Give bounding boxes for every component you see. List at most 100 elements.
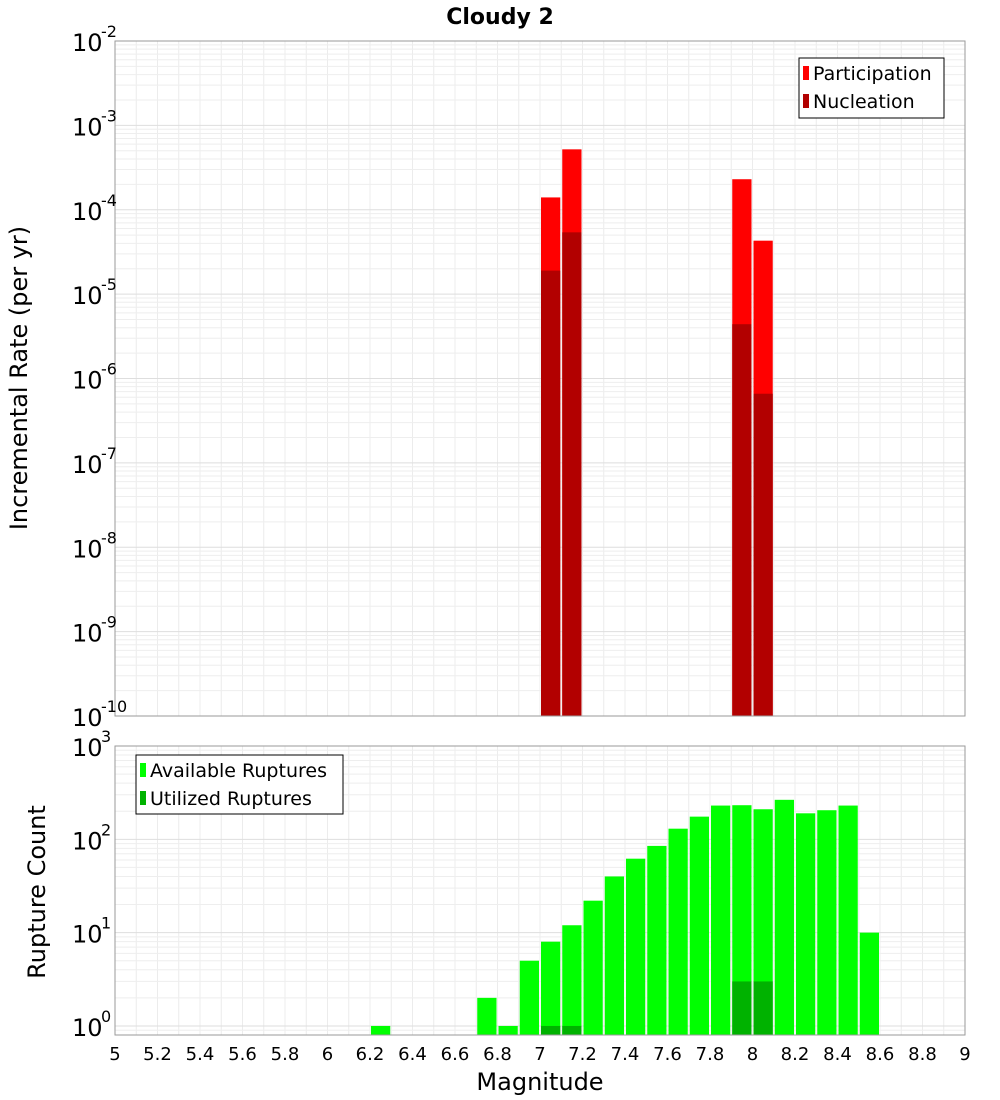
y-tick-exponent: -9: [101, 613, 117, 632]
x-tick-label: 5.8: [271, 1044, 300, 1065]
x-tick-label: 8: [747, 1044, 758, 1065]
legend-swatch-utilized: [140, 791, 146, 805]
top-legend-box: [798, 57, 945, 119]
bottom-legend: Available Ruptures Utilized Ruptures: [135, 754, 344, 815]
top-plot-frame: [114, 40, 966, 717]
top-bar-nucleation: [562, 232, 582, 716]
x-tick-label: 8.2: [781, 1044, 810, 1065]
y-tick-exponent: -7: [101, 444, 117, 463]
x-tick-label: 6.4: [398, 1044, 427, 1065]
bottom-bar-available-ruptures: [732, 805, 752, 1035]
bottom-bar-available-ruptures: [668, 828, 688, 1035]
y-tick-label: 10: [72, 620, 103, 648]
bottom-bar-available-ruptures: [859, 932, 879, 1035]
top-gridlines: [115, 41, 965, 716]
x-tick-label: 8.8: [908, 1044, 937, 1065]
y-tick-label: 10: [72, 827, 103, 855]
x-tick-label: 5: [109, 1044, 120, 1065]
bottom-bar-available-ruptures: [647, 845, 667, 1035]
y-tick-exponent: 3: [101, 727, 111, 746]
top-bars: [541, 149, 773, 717]
x-tick-label: 8.6: [866, 1044, 895, 1065]
y-tick-label: 10: [72, 29, 103, 57]
bottom-bar-utilized-ruptures: [732, 981, 752, 1035]
x-tick-label: 7: [534, 1044, 545, 1065]
y-tick-label: 10: [72, 704, 103, 732]
y-tick-exponent: 1: [101, 914, 111, 933]
bottom-bar-available-ruptures: [626, 858, 646, 1035]
y-tick-exponent: -3: [101, 106, 117, 125]
top-legend: Participation Nucleation: [798, 57, 945, 119]
y-tick-label: 10: [72, 1014, 103, 1042]
top-bar-nucleation: [753, 393, 773, 716]
bottom-bar-available-ruptures: [817, 810, 837, 1035]
y-tick-label: 10: [72, 535, 103, 563]
bottom-bar-available-ruptures: [689, 816, 709, 1035]
bottom-bar-available-ruptures: [838, 805, 858, 1035]
x-axis-label: Magnitude: [476, 1068, 603, 1096]
x-tick-label: 7.4: [611, 1044, 640, 1065]
x-tick-label: 7.8: [696, 1044, 725, 1065]
bottom-bar-available-ruptures: [753, 809, 773, 1035]
y-tick-label: 10: [72, 113, 103, 141]
bottom-y-axis-label: Rupture Count: [23, 805, 51, 979]
x-tick-label: 6.6: [441, 1044, 470, 1065]
y-tick-exponent: 2: [101, 820, 111, 839]
y-tick-exponent: -8: [101, 528, 117, 547]
x-tick-label: 5.2: [143, 1044, 172, 1065]
y-tick-exponent: -2: [101, 22, 117, 41]
y-tick-label: 10: [72, 921, 103, 949]
y-tick-label: 10: [72, 198, 103, 226]
legend-swatch-available: [140, 763, 146, 777]
y-tick-label: 10: [72, 282, 103, 310]
bottom-plot-frame: [114, 745, 966, 1036]
y-tick-label: 10: [72, 367, 103, 395]
x-tick-label: 7.6: [653, 1044, 682, 1065]
bottom-bar-available-ruptures: [604, 876, 624, 1035]
y-tick-label: 10: [72, 451, 103, 479]
top-y-axis-label: Incremental Rate (per yr): [5, 226, 33, 530]
chart-title: Cloudy 2: [446, 5, 554, 30]
y-tick-exponent: 0: [101, 1007, 111, 1026]
top-bar-nucleation: [541, 270, 561, 716]
bottom-bar-utilized-ruptures: [753, 981, 773, 1035]
x-tick-label: 5.4: [186, 1044, 215, 1065]
x-tick-label: 5.6: [228, 1044, 257, 1065]
bottom-bar-available-ruptures: [498, 1025, 518, 1035]
bottom-bar-available-ruptures: [519, 960, 539, 1035]
bottom-bar-available-ruptures: [583, 900, 603, 1035]
y-tick-exponent: -5: [101, 275, 117, 294]
bottom-bar-available-ruptures: [541, 941, 561, 1035]
top-bar-nucleation: [732, 324, 752, 716]
x-tick-labels: 5 5.2 5.4 5.6 5.8 6 6.2 6.4 6.6 6.8 7 7.2 7.4 7.6 7.8 8…: [109, 1044, 970, 1065]
bottom-bar-available-ruptures: [774, 799, 794, 1035]
legend-label-nucleation: Nucleation: [813, 91, 915, 113]
x-tick-label: 6: [322, 1044, 333, 1065]
y-tick-exponent: -6: [101, 360, 117, 379]
x-tick-label: 6.8: [483, 1044, 512, 1065]
bottom-legend-box: [135, 754, 344, 815]
bottom-bar-available-ruptures: [371, 1025, 391, 1035]
bottom-bar-available-ruptures: [477, 997, 497, 1035]
bottom-bars: [371, 799, 879, 1035]
y-tick-exponent: -4: [101, 191, 117, 210]
legend-swatch-participation: [803, 66, 809, 80]
legend-label-utilized: Utilized Ruptures: [150, 788, 312, 810]
x-tick-label: 8.4: [823, 1044, 852, 1065]
bottom-bar-available-ruptures: [796, 813, 816, 1035]
bottom-bar-utilized-ruptures: [562, 1025, 582, 1035]
legend-label-available: Available Ruptures: [150, 760, 327, 782]
bottom-bar-available-ruptures: [562, 925, 582, 1035]
y-tick-label: 10: [72, 734, 103, 762]
bottom-bar-available-ruptures: [711, 805, 731, 1035]
x-tick-label: 9: [959, 1044, 970, 1065]
x-tick-label: 6.2: [356, 1044, 385, 1065]
x-tick-label: 7.2: [568, 1044, 597, 1065]
y-tick-exponent: -10: [101, 697, 127, 716]
bottom-bar-utilized-ruptures: [541, 1025, 561, 1035]
legend-swatch-nucleation: [803, 94, 809, 108]
legend-label-participation: Participation: [813, 63, 932, 85]
